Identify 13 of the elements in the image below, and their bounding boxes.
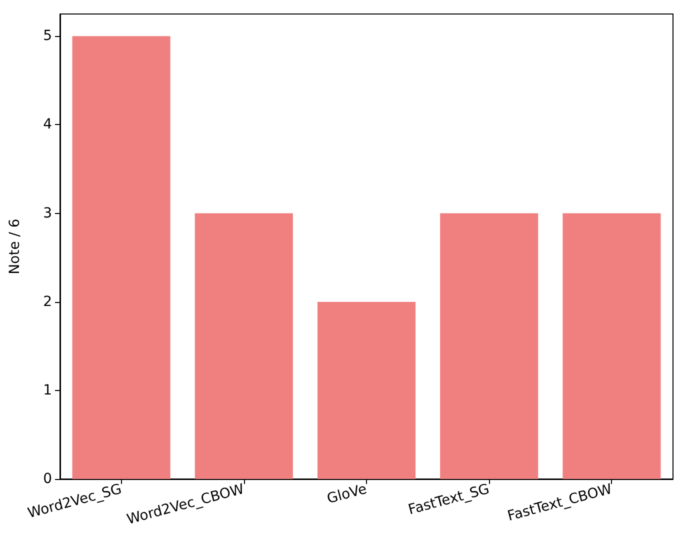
- x-tick-label: GloVe: [325, 481, 369, 508]
- bar: [440, 213, 538, 479]
- y-tick-label: 4: [43, 116, 52, 133]
- y-tick-label: 5: [43, 28, 52, 44]
- bar: [317, 302, 416, 479]
- y-tick-label: 2: [43, 294, 52, 310]
- y-tick-label: 1: [43, 382, 52, 398]
- bar: [562, 213, 661, 479]
- bar: [72, 36, 170, 479]
- y-tick-label: 0: [43, 471, 52, 487]
- bar: [194, 213, 293, 479]
- y-tick-label: 3: [43, 205, 52, 222]
- y-axis-title: Note / 6: [7, 218, 23, 274]
